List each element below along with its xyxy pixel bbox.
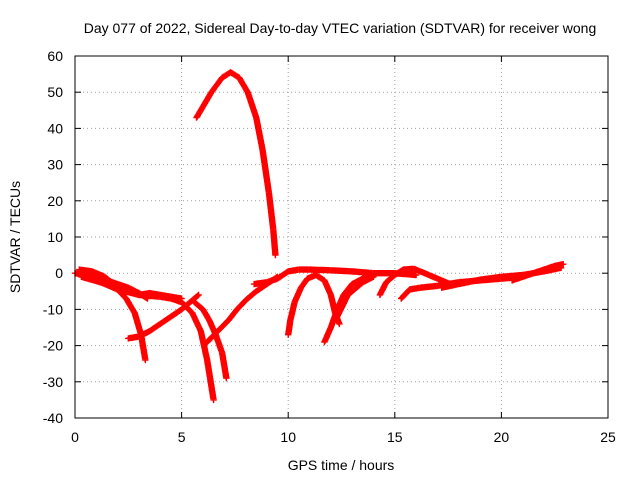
data-point — [336, 320, 343, 328]
x-tick-label: 15 — [387, 429, 403, 445]
series-arc-j — [285, 271, 343, 338]
grid — [75, 56, 608, 418]
y-tick-label: -20 — [43, 338, 63, 354]
data-point-run — [285, 318, 294, 338]
data-point-run — [93, 277, 120, 293]
y-tick-label: 0 — [55, 265, 63, 281]
data-point-run — [204, 356, 217, 402]
data-series — [71, 69, 567, 404]
y-tick-label: 20 — [47, 193, 63, 209]
data-point — [272, 251, 279, 259]
data-point-run — [383, 272, 397, 286]
data-point-run — [178, 298, 195, 313]
data-point-run — [376, 280, 389, 299]
series-arc-e — [93, 277, 217, 404]
data-point-run — [321, 277, 334, 297]
data-point-run — [233, 298, 248, 313]
data-point-run — [123, 295, 138, 316]
data-point-run — [291, 285, 304, 306]
data-point-run — [244, 89, 259, 120]
data-point-run — [334, 292, 347, 313]
y-axis-label: SDTVAR / TECUs — [7, 181, 23, 293]
data-point-run — [208, 75, 225, 96]
data-point — [223, 374, 230, 382]
y-tick-label: 40 — [47, 120, 63, 136]
data-point — [560, 260, 567, 268]
data-point-run — [236, 74, 251, 95]
data-point-run — [321, 325, 334, 346]
data-point-run — [265, 190, 277, 232]
y-tick-label: 30 — [47, 157, 63, 173]
y-tick-label: 60 — [47, 48, 63, 64]
data-point — [370, 273, 377, 281]
axis-ticks — [74, 55, 609, 419]
data-point-run — [344, 280, 365, 299]
series-arc-f — [125, 291, 202, 342]
x-tick-label: 25 — [600, 429, 616, 445]
series-arc-high — [193, 69, 279, 259]
y-tick-label: 10 — [47, 229, 63, 245]
data-point-run — [146, 321, 163, 335]
data-point-run — [157, 314, 174, 328]
data-point-run — [193, 104, 206, 121]
x-axis-label: GPS time / hours — [288, 457, 395, 473]
series-arc-l — [334, 273, 377, 320]
x-tick-label: 5 — [178, 429, 186, 445]
data-point-run — [274, 268, 291, 282]
data-point-run — [199, 306, 212, 323]
data-point-run — [214, 318, 231, 335]
data-point-run — [334, 292, 351, 320]
plot-frame — [74, 55, 609, 419]
data-point-run — [88, 268, 107, 280]
series-arc-i — [250, 266, 420, 288]
tick-labels: 0 5 10 15 20 25 -40 -30 -20 -10 0 10 20 30 40 50 60 — [43, 48, 616, 445]
data-point-run — [297, 276, 310, 291]
data-point-run — [199, 90, 214, 110]
data-point-run — [242, 289, 259, 304]
data-point-run — [197, 327, 211, 362]
y-tick-label: -30 — [43, 374, 63, 390]
data-point — [210, 396, 217, 404]
series-arc-p — [508, 260, 567, 284]
data-point — [195, 291, 202, 299]
data-point-run — [259, 146, 272, 196]
data-point-run — [340, 281, 355, 299]
data-point-run — [421, 270, 440, 282]
data-point — [142, 356, 149, 364]
chart-title: Day 077 of 2022, Sidereal Day-to-day VTE… — [84, 20, 597, 36]
data-point-run — [225, 307, 240, 324]
data-point-run — [189, 292, 201, 304]
data-point-run — [398, 287, 412, 302]
data-point-run — [189, 309, 204, 334]
series-arc-k — [321, 271, 377, 346]
data-point-run — [167, 306, 184, 320]
data-point-run — [131, 309, 144, 337]
y-tick-label: 50 — [47, 84, 63, 100]
data-point-run — [287, 300, 298, 324]
data-point-run — [417, 282, 440, 291]
data-point-run — [191, 299, 206, 312]
x-tick-label: 0 — [71, 429, 79, 445]
series-arc-g — [191, 299, 230, 382]
data-point-run — [253, 114, 266, 152]
x-tick-label: 20 — [494, 429, 510, 445]
data-point-run — [270, 226, 279, 257]
y-tick-label: -10 — [43, 301, 63, 317]
data-point-run — [218, 349, 230, 380]
x-tick-label: 10 — [280, 429, 296, 445]
data-point-run — [204, 328, 221, 346]
y-tick-label: -40 — [43, 410, 63, 426]
data-point-run — [101, 273, 116, 287]
